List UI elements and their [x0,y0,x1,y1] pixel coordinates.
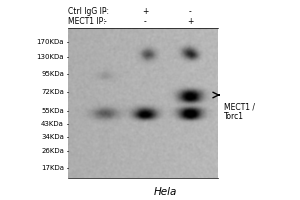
Text: 17KDa: 17KDa [41,165,64,171]
Text: 72KDa: 72KDa [41,89,64,95]
Text: 130KDa: 130KDa [37,54,64,60]
Text: 34KDa: 34KDa [41,134,64,140]
Text: +: + [142,7,148,17]
Text: Hela: Hela [153,187,177,197]
Text: -: - [189,7,191,17]
Text: MECT1 IP:: MECT1 IP: [68,18,106,26]
Text: Torc1: Torc1 [224,112,244,121]
Text: +: + [187,18,193,26]
Text: 43KDa: 43KDa [41,121,64,127]
Text: 170KDa: 170KDa [37,39,64,45]
Text: 95KDa: 95KDa [41,71,64,77]
Text: -: - [144,18,146,26]
Text: -: - [103,7,106,17]
Text: Ctrl IgG IP:: Ctrl IgG IP: [68,7,109,17]
Text: 26KDa: 26KDa [41,148,64,154]
Text: 55KDa: 55KDa [41,108,64,114]
Text: MECT1 /: MECT1 / [224,103,255,112]
Text: -: - [103,18,106,26]
